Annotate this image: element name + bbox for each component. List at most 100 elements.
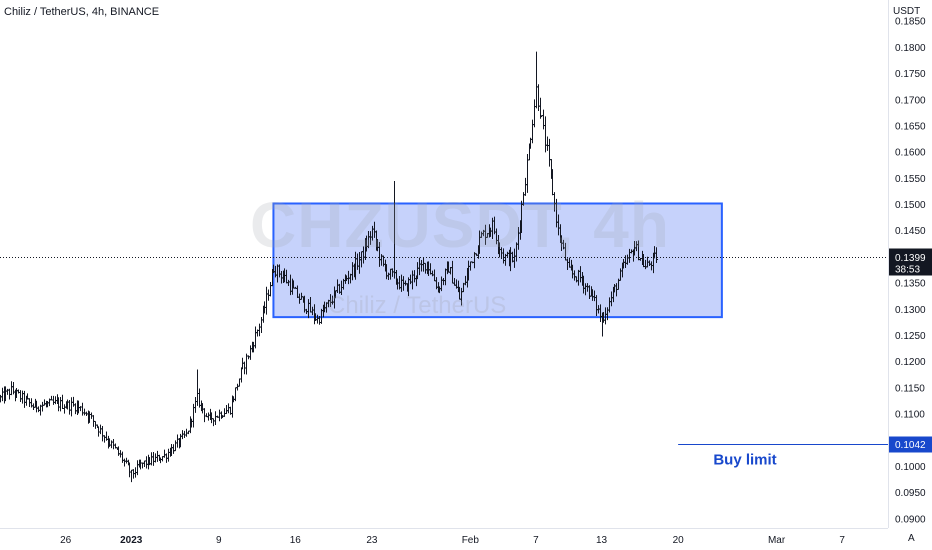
price-tick-label: 0.1850	[895, 17, 926, 28]
time-tick-label: 16	[290, 535, 302, 546]
time-tick-label: 20	[673, 535, 685, 546]
candle	[203, 408, 206, 423]
candle	[68, 400, 71, 415]
candle	[234, 387, 237, 402]
candle	[655, 247, 658, 264]
candle	[81, 402, 84, 416]
candle	[10, 381, 13, 396]
buy-limit-label[interactable]: Buy limit	[713, 452, 776, 469]
candle	[176, 434, 179, 448]
auto-scale-button[interactable]: A	[908, 533, 915, 544]
symbol-title[interactable]: Chiliz / TetherUS, 4h, BINANCE	[4, 6, 160, 18]
candle	[32, 403, 35, 410]
price-tick-label: 0.1650	[895, 121, 926, 132]
price-tick-label: 0.1150	[895, 383, 925, 394]
time-tick-label: 13	[596, 535, 608, 546]
price-tick-label: 0.1600	[895, 148, 926, 159]
candle	[218, 409, 221, 422]
price-tick-label: 0.1250	[895, 331, 926, 342]
last-price-badge-bg	[889, 248, 932, 276]
candle	[533, 99, 536, 128]
candle	[227, 403, 230, 414]
time-tick-label: 23	[366, 535, 378, 546]
time-tick-label: 7	[839, 535, 845, 546]
candle	[150, 452, 153, 466]
price-tick-label: 0.1000	[895, 462, 926, 473]
candle	[50, 395, 53, 401]
candle	[152, 451, 155, 466]
candle	[542, 109, 545, 130]
price-tick-label: 0.1700	[895, 95, 926, 106]
candle	[225, 404, 228, 415]
candle	[537, 84, 540, 112]
candle	[19, 390, 22, 403]
candle	[207, 412, 210, 421]
candle	[125, 457, 128, 464]
candle	[258, 323, 261, 337]
candle	[112, 439, 115, 450]
candle	[59, 397, 62, 412]
watermark-description: Chiliz / TetherUS	[328, 292, 507, 319]
currency-label: USDT	[893, 6, 921, 17]
buy-limit-price-badge: 0.1042	[889, 436, 932, 453]
candle	[254, 326, 257, 349]
candle	[136, 460, 139, 476]
price-tick-label: 0.1550	[895, 174, 926, 185]
candle	[130, 469, 133, 483]
candle	[194, 396, 197, 413]
candle	[103, 435, 106, 443]
candle	[110, 440, 113, 449]
time-tick-label: Mar	[768, 535, 786, 546]
candle	[238, 378, 241, 387]
candle	[247, 355, 250, 360]
price-tick-label: 0.0900	[895, 514, 926, 525]
candle	[174, 440, 177, 452]
price-tick-label: 0.1750	[895, 69, 926, 80]
price-tick-label: 0.1350	[895, 279, 926, 290]
candle	[214, 411, 217, 425]
candle	[61, 394, 64, 410]
last-price-value: 0.1399	[895, 253, 926, 264]
candle	[97, 426, 100, 437]
price-tick-label: 0.1450	[895, 226, 926, 237]
candle	[128, 462, 131, 478]
candle	[183, 430, 186, 438]
candle	[1, 387, 4, 402]
price-tick-label: 0.1500	[895, 200, 926, 211]
candle	[41, 401, 44, 412]
overlay-layer: Buy limit	[0, 257, 888, 469]
watermark-ticker: CHZUSDT, 4h	[250, 189, 670, 261]
time-axis[interactable]: 26 2023 9 16 23 Feb 7 13 20 Mar 7	[60, 535, 845, 546]
time-tick-label: Feb	[462, 535, 480, 546]
price-tick-label: 0.1300	[895, 305, 926, 316]
time-tick-label: 9	[216, 535, 222, 546]
candle	[99, 424, 102, 435]
candle	[83, 408, 86, 416]
candle	[245, 353, 248, 375]
candle	[156, 450, 159, 462]
candle	[172, 444, 175, 454]
time-tick-label: 26	[60, 535, 72, 546]
candle	[249, 345, 252, 360]
time-tick-label: 7	[533, 535, 539, 546]
candle	[123, 458, 126, 467]
candle	[548, 138, 551, 167]
candle	[535, 51, 538, 109]
candle	[212, 418, 215, 427]
countdown-value: 38:53	[895, 265, 920, 276]
buy-limit-price-value: 0.1042	[895, 440, 926, 451]
candle	[269, 281, 272, 297]
candle	[63, 404, 66, 414]
candle	[531, 119, 534, 144]
candle	[154, 453, 157, 463]
candle	[260, 317, 263, 333]
price-axis[interactable]: 0.1850 0.1800 0.1750 0.1700 0.1650 0.1600 0.15…	[889, 17, 932, 526]
candle	[265, 286, 268, 315]
candle	[145, 456, 148, 469]
candle	[196, 369, 199, 406]
candle	[546, 136, 549, 151]
candle	[43, 399, 46, 406]
candle	[0, 394, 2, 403]
